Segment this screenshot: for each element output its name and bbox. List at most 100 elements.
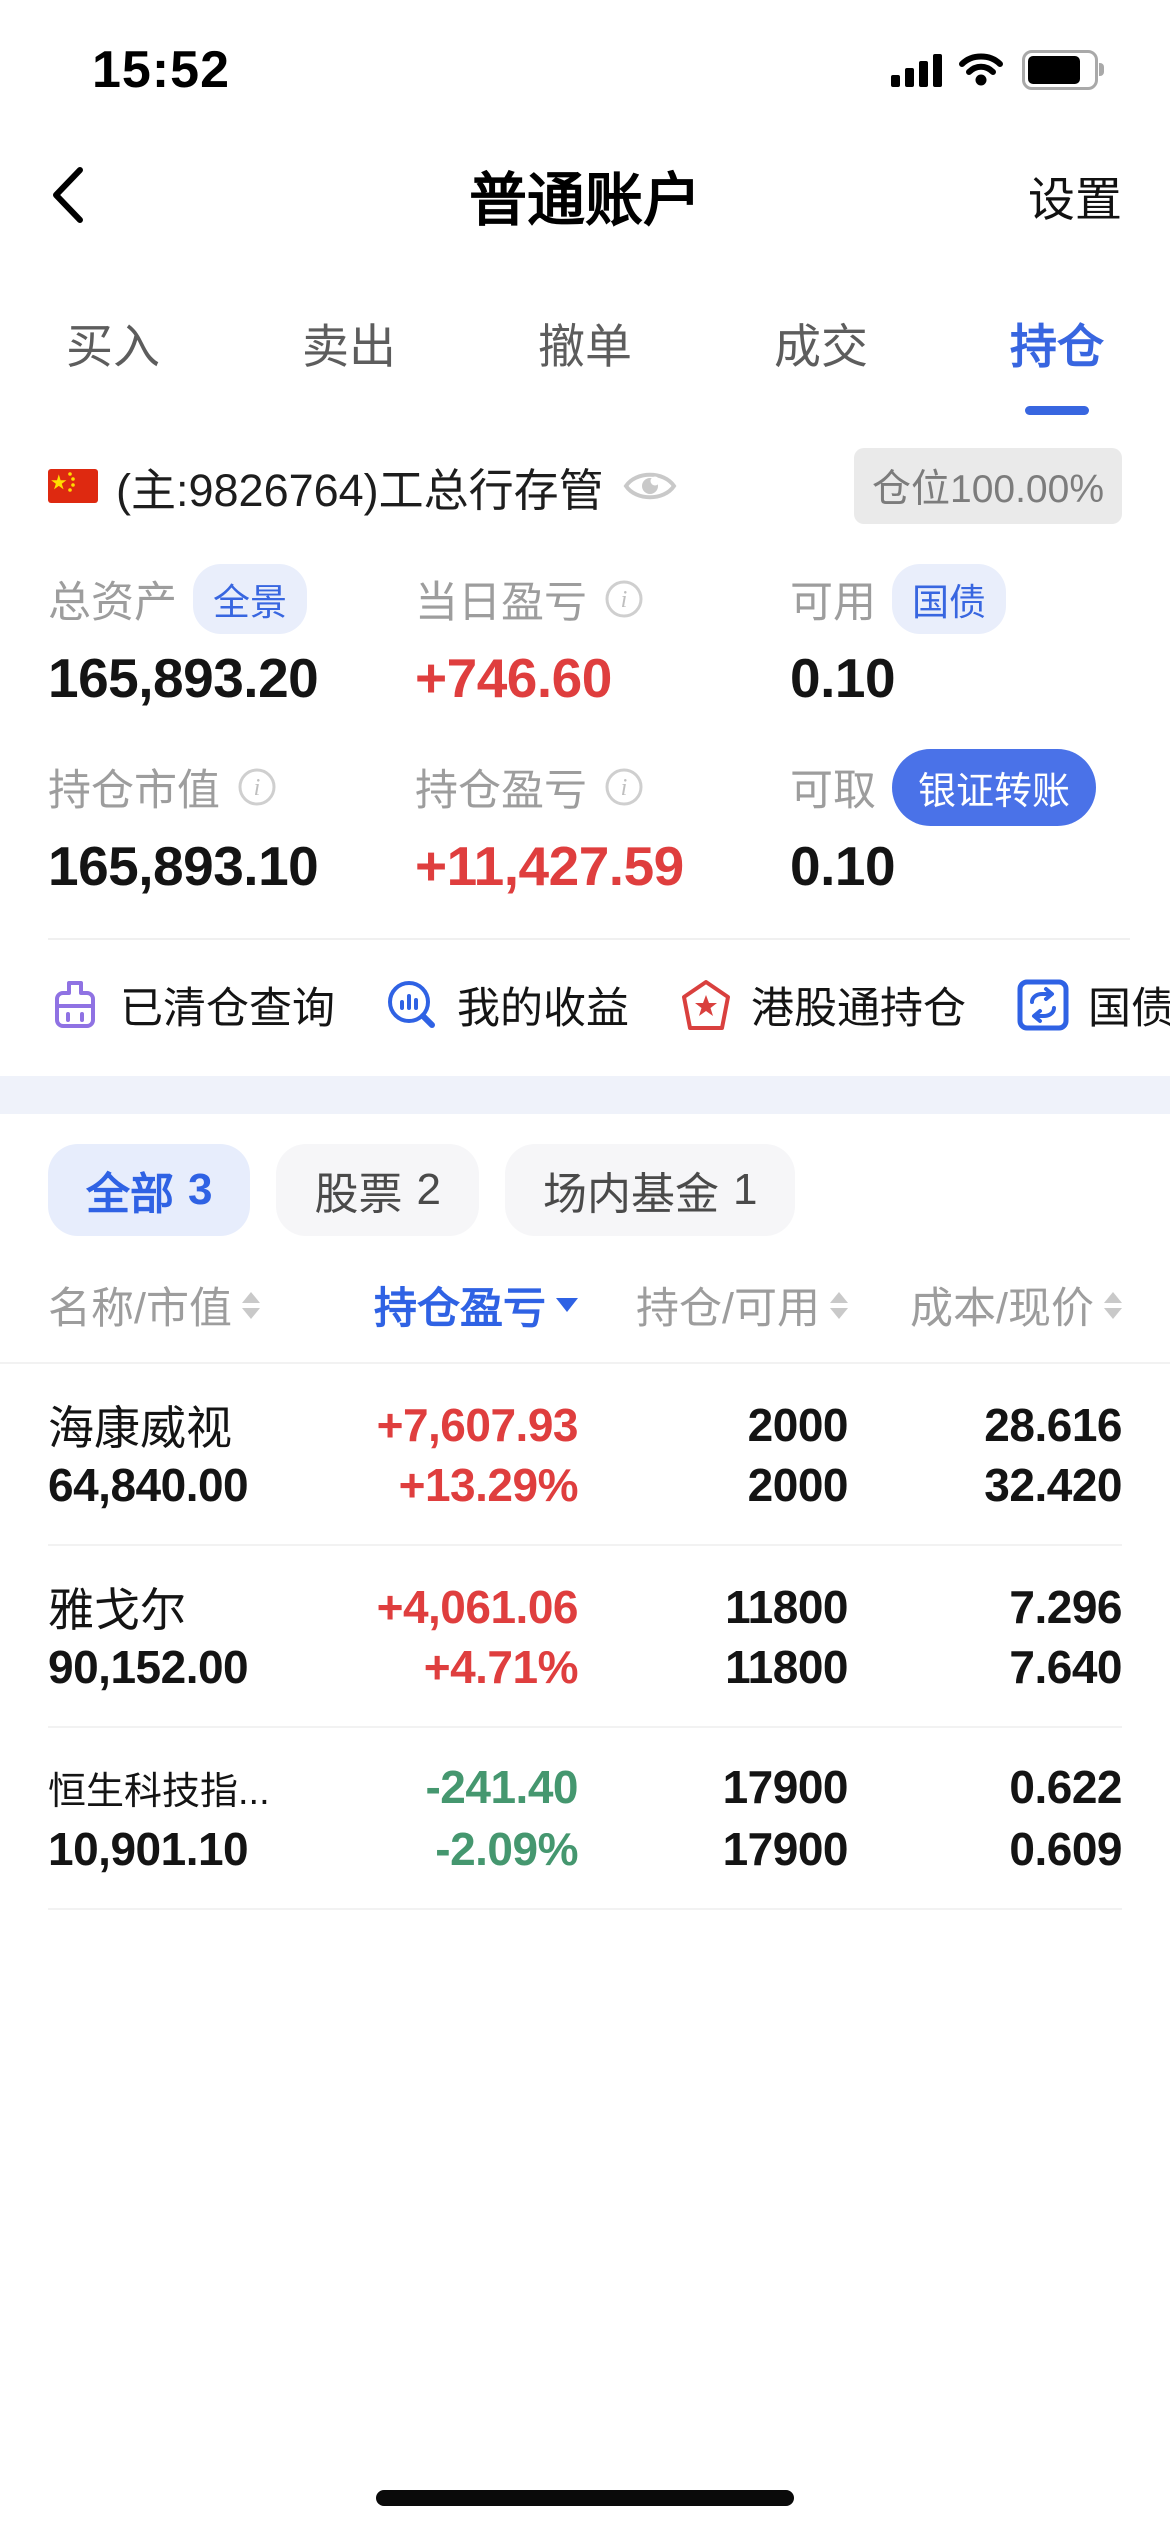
current-price: 7.640: [1009, 1641, 1122, 1693]
chip-label: 股票: [314, 1170, 403, 1219]
account-name: (主:9826764)工总行存管: [116, 464, 604, 516]
quick-link-label: 已清仓查询: [120, 985, 335, 1033]
tab-buy[interactable]: 买入: [66, 319, 160, 373]
treasury-bond-badge[interactable]: 国债: [892, 564, 1006, 634]
cost-price: 28.616: [984, 1399, 1122, 1451]
holding-pl: -241.40: [425, 1761, 578, 1813]
stat-label: 持仓盈亏: [415, 767, 587, 815]
section-divider: [48, 938, 1130, 940]
chip-label: 场内基金: [542, 1170, 719, 1219]
stat-total-assets: 总资产 全景 165,893.20: [48, 564, 415, 710]
account-stats: 总资产 全景 165,893.20 当日盈亏 i +746.60 可用 国债 0…: [0, 564, 1170, 898]
cellular-signal-icon: [891, 53, 942, 87]
bank-transfer-button[interactable]: 银证转账: [892, 748, 1097, 826]
cost-price: 0.622: [1009, 1761, 1122, 1813]
stat-value: +746.60: [415, 647, 612, 709]
tab-holdings[interactable]: 持仓: [1010, 308, 1104, 381]
profit-chart-icon: [385, 978, 439, 1032]
quick-link-treasury-repo[interactable]: 国债逆: [1016, 974, 1170, 1036]
market-value: 64,840.00: [48, 1459, 249, 1511]
svg-text:i: i: [621, 775, 628, 801]
quick-link-label: 国债逆: [1088, 985, 1170, 1033]
current-price: 0.609: [1009, 1823, 1122, 1875]
market-value: 90,152.00: [48, 1641, 249, 1693]
china-flag-icon: [48, 469, 98, 503]
quick-link-my-profit[interactable]: 我的收益: [385, 974, 629, 1036]
stat-daily-pl: 当日盈亏 i +746.60: [415, 570, 790, 710]
column-header-holdings-pl[interactable]: 持仓盈亏: [358, 1274, 578, 1336]
holding-row-youngor[interactable]: 雅戈尔 +4,061.06 11800 7.296 90,152.00 +4.7…: [48, 1546, 1123, 1728]
stat-withdrawable: 可取 银证转账 0.10: [790, 748, 1122, 898]
home-indicator[interactable]: [376, 2490, 794, 2506]
holding-pl-pct: +4.71%: [423, 1641, 579, 1693]
page-title: 普通账户: [468, 168, 701, 233]
account-row: (主:9826764)工总行存管 仓位100.00%: [0, 444, 1170, 528]
holding-pl-pct: -2.09%: [435, 1823, 578, 1875]
status-time: 15:52: [92, 41, 230, 99]
filter-chip-etf[interactable]: 场内基金 1: [504, 1144, 796, 1236]
info-icon[interactable]: i: [603, 766, 645, 808]
eye-icon[interactable]: [622, 466, 678, 506]
stat-value: +11,427.59: [415, 835, 684, 897]
stat-holdings-market-value: 持仓市值 i 165,893.10: [48, 758, 415, 898]
chip-count: 3: [188, 1165, 213, 1214]
broom-icon: [48, 978, 102, 1032]
position-ratio-badge: 仓位100.00%: [854, 448, 1122, 524]
stock-name: 恒生科技指...: [48, 1770, 270, 1813]
stat-label: 可取: [790, 767, 876, 815]
column-header-name-value[interactable]: 名称/市值: [48, 1274, 358, 1336]
filter-chip-stocks[interactable]: 股票 2: [276, 1144, 479, 1236]
stock-name: 雅戈尔: [48, 1584, 186, 1636]
sort-desc-icon: [556, 1298, 578, 1312]
repeat-icon: [1016, 978, 1070, 1032]
tab-sell[interactable]: 卖出: [302, 319, 396, 373]
holding-row-hikvision[interactable]: 海康威视 +7,607.93 2000 28.616 64,840.00 +13…: [48, 1364, 1123, 1546]
position-qty: 17900: [722, 1761, 849, 1813]
info-icon[interactable]: i: [236, 766, 278, 808]
stat-holdings-pl: 持仓盈亏 i +11,427.59: [415, 758, 790, 898]
quick-link-hk-holdings[interactable]: 港股通持仓: [679, 974, 966, 1036]
available-qty: 2000: [747, 1459, 849, 1511]
nav-header: 普通账户 设置: [0, 130, 1170, 260]
position-qty: 11800: [725, 1581, 848, 1633]
stat-value: 0.10: [790, 647, 896, 709]
svg-text:i: i: [621, 587, 628, 613]
panorama-badge[interactable]: 全景: [193, 564, 307, 634]
market-value: 10,901.10: [48, 1823, 249, 1875]
info-icon[interactable]: i: [603, 578, 645, 620]
quick-links-row: 已清仓查询 我的收益 港股通持仓: [0, 974, 1170, 1036]
current-price: 32.420: [984, 1459, 1122, 1511]
stat-value: 0.10: [790, 835, 896, 897]
chip-count: 1: [732, 1165, 758, 1214]
chip-label: 全部: [86, 1170, 174, 1219]
quick-link-label: 港股通持仓: [751, 985, 966, 1033]
column-header-position-available[interactable]: 持仓/可用: [578, 1274, 848, 1336]
quick-link-label: 我的收益: [457, 985, 629, 1033]
holdings-table-header: 名称/市值 持仓盈亏 持仓/可用 成本/现价: [0, 1274, 1170, 1364]
stat-label: 持仓市值: [48, 767, 220, 815]
trade-tabs: 买入 卖出 撤单 成交 持仓: [0, 288, 1170, 400]
stat-value: 165,893.20: [48, 647, 319, 709]
holding-pl: +4,061.06: [376, 1581, 579, 1633]
position-qty: 2000: [747, 1399, 849, 1451]
filter-chip-all[interactable]: 全部 3: [48, 1144, 251, 1236]
back-button[interactable]: [48, 164, 88, 226]
filter-chips: 全部 3 股票 2 场内基金 1: [0, 1114, 1170, 1236]
stock-name: 海康威视: [48, 1402, 232, 1454]
stat-label: 可用: [790, 579, 876, 627]
sort-arrows-icon: [830, 1291, 848, 1319]
holdings-list: 海康威视 +7,607.93 2000 28.616 64,840.00 +13…: [0, 1364, 1170, 1910]
holding-row-hstech-index[interactable]: 恒生科技指... -241.40 17900 0.622 10,901.10 -…: [48, 1728, 1123, 1910]
holding-pl-pct: +13.29%: [398, 1459, 579, 1511]
tab-executed[interactable]: 成交: [774, 319, 868, 373]
quick-link-cleared-positions[interactable]: 已清仓查询: [48, 974, 335, 1036]
available-qty: 11800: [725, 1641, 848, 1693]
tab-cancel-order[interactable]: 撤单: [538, 319, 632, 373]
sort-arrows-icon: [241, 1291, 260, 1319]
stat-available-funds: 可用 国债 0.10: [790, 564, 1122, 710]
battery-icon: [1022, 50, 1104, 90]
settings-button[interactable]: 设置: [1028, 172, 1122, 226]
column-header-cost-price[interactable]: 成本/现价: [848, 1274, 1122, 1336]
svg-text:i: i: [254, 775, 261, 801]
